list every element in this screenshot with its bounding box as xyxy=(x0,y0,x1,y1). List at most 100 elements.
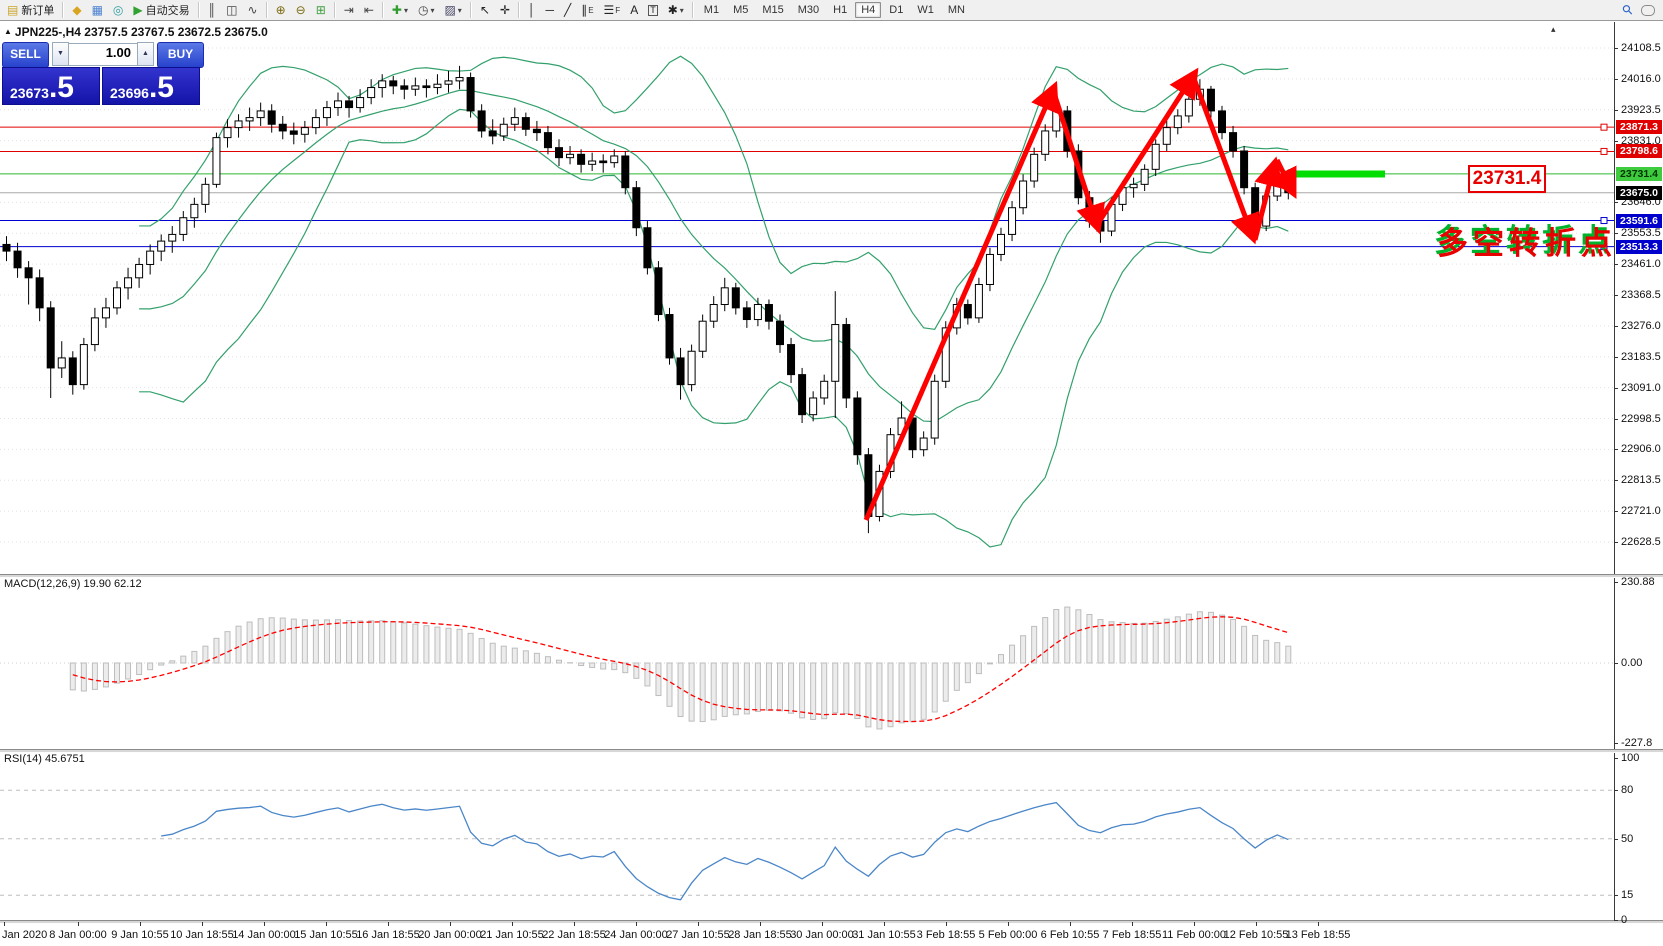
time-axis-label: 11 Feb 00:00 xyxy=(1161,929,1227,941)
price-axis-label: 23276.0 xyxy=(1621,320,1661,332)
toolbar-button-text-label[interactable]: T xyxy=(644,0,662,20)
toolbar-button-signals[interactable]: ◎ xyxy=(109,0,127,20)
toolbar-button-equidistant-channel[interactable]: ∥ E xyxy=(577,0,597,20)
price-callout[interactable]: 23731.4 xyxy=(1468,165,1546,193)
buy-button[interactable]: BUY xyxy=(157,42,204,68)
time-axis-tick xyxy=(202,922,203,926)
rsi-axis-tick xyxy=(1614,839,1618,840)
sell-price-display[interactable]: 23673 .5 xyxy=(2,67,100,105)
toolbar-button-zoom-in[interactable]: ⊕ xyxy=(272,0,290,20)
price-tag-23871.3: 23871.3 xyxy=(1616,120,1662,134)
time-axis-label: 5 Feb 00:00 xyxy=(978,929,1038,941)
rsi-axis-label: 80 xyxy=(1621,784,1634,796)
toolbar-separator xyxy=(691,2,694,18)
toolbar-button-zoom-out[interactable]: ⊖ xyxy=(292,0,310,20)
toolbar-button-fibonacci[interactable]: ☰ F xyxy=(600,0,625,20)
indicators-caret-icon[interactable]: ▾ xyxy=(403,5,408,15)
price-axis-label: 22721.0 xyxy=(1621,505,1661,517)
toolbar-button-market-watch[interactable]: ▦ xyxy=(88,0,107,20)
time-axis-tick xyxy=(264,922,265,926)
volume-input[interactable]: 1.00 xyxy=(69,42,137,66)
time-axis-tick xyxy=(946,922,947,926)
rsi-axis-tick xyxy=(1614,790,1618,791)
macd-axis-tick xyxy=(1614,663,1618,664)
chat-icon[interactable] xyxy=(1641,4,1655,16)
time-axis-tick xyxy=(78,922,79,926)
auto-scroll-icon: ⇥ xyxy=(343,3,354,17)
rsi-label: RSI(14) 45.6751 xyxy=(4,753,85,765)
timeframe-m5[interactable]: M5 xyxy=(733,4,749,16)
timeframe-d1[interactable]: D1 xyxy=(889,4,904,16)
arrows-caret-icon[interactable]: ▾ xyxy=(679,5,684,15)
timeframe-mn[interactable]: MN xyxy=(947,4,965,16)
price-axis-label: 23461.0 xyxy=(1621,258,1661,270)
new-order-icon: ▤ xyxy=(7,3,19,17)
toolbar-button-vertical-line[interactable]: │ xyxy=(524,0,540,20)
price-axis-tick xyxy=(1614,326,1618,327)
templates-caret-icon[interactable]: ▾ xyxy=(457,5,462,15)
toolbar-button-bar-chart[interactable]: ║ xyxy=(204,0,221,20)
timeframe-m15[interactable]: M15 xyxy=(762,4,784,16)
toolbar-button-arrows[interactable]: ✱ ▾ xyxy=(664,0,688,20)
rsi-axis-label: 100 xyxy=(1621,752,1640,764)
toolbar-button-periods[interactable]: ◷ ▾ xyxy=(414,0,439,20)
toolbar-button-auto-scroll[interactable]: ⇥ xyxy=(340,0,358,20)
time-axis-label: 12 Feb 10:55 xyxy=(1223,929,1289,941)
volume-stepper: ▼ 1.00 ▲ xyxy=(52,42,154,66)
chart-corner-icon[interactable]: ▴ xyxy=(1551,24,1556,34)
price-axis-border xyxy=(1614,22,1615,922)
zoom-in-icon: ⊕ xyxy=(275,3,286,17)
timeframe-m1[interactable]: M1 xyxy=(703,4,720,16)
volume-up-button[interactable]: ▲ xyxy=(137,42,154,66)
volume-down-button[interactable]: ▼ xyxy=(52,42,69,66)
equidistant-channel-sub-letter: E xyxy=(588,5,594,15)
buy-price-display[interactable]: 23696 .5 xyxy=(102,67,200,105)
trend-drawings[interactable] xyxy=(863,67,1385,521)
horizontal-lines[interactable] xyxy=(0,123,1614,251)
line-chart-icon: ∿ xyxy=(247,3,258,17)
arrows-icon: ✱ xyxy=(667,3,678,17)
toolbar-button-chart-shift[interactable]: ⇤ xyxy=(360,0,378,20)
buy-price-frac: .5 xyxy=(148,71,174,104)
time-axis-label: 14 Jan 00:00 xyxy=(232,929,296,941)
text-label-icon: T xyxy=(648,4,658,16)
time-axis-tick xyxy=(574,922,575,926)
toolbar-button-candlestick-chart[interactable]: ◫ xyxy=(222,0,241,20)
time-axis-label: 3 Feb 18:55 xyxy=(916,929,976,941)
toolbar-button-trendline[interactable]: ╱ xyxy=(560,0,575,20)
macd-axis-tick xyxy=(1614,582,1618,583)
toolbar-button-line-chart[interactable]: ∿ xyxy=(244,0,262,20)
timeframe-h4[interactable]: H4 xyxy=(855,2,882,18)
market-watch-icon: ▦ xyxy=(91,3,103,17)
toolbar-button-text[interactable]: A xyxy=(626,0,642,20)
time-axis-tick xyxy=(140,922,141,926)
timeframe-m30[interactable]: M30 xyxy=(797,4,820,16)
price-axis-tick xyxy=(1614,480,1618,481)
toolbar-separator xyxy=(333,2,336,18)
toolbar-button-tile-windows[interactable]: ⊞ xyxy=(312,0,330,20)
periods-caret-icon[interactable]: ▾ xyxy=(430,5,435,15)
timeframe-h1[interactable]: H1 xyxy=(833,4,848,16)
new-order-label: 新订单 xyxy=(21,5,55,17)
sell-button[interactable]: SELL xyxy=(2,42,49,68)
toolbar-button-indicators[interactable]: ✚ ▾ xyxy=(388,0,412,20)
panel-separator-rsi[interactable] xyxy=(0,749,1663,753)
price-axis-label: 23183.5 xyxy=(1621,351,1661,363)
toolbar-button-horizontal-line[interactable]: ─ xyxy=(541,0,558,20)
toolbar-button-metaeditor[interactable]: ◆ xyxy=(68,0,85,20)
toolbar-separator xyxy=(469,2,472,18)
cn-annotation[interactable]: 多空转折点 xyxy=(1437,226,1617,261)
panel-separator-macd[interactable] xyxy=(0,574,1663,578)
toolbar-button-cursor[interactable]: ↖ xyxy=(476,0,494,20)
toolbar-button-new-order[interactable]: ▤ 新订单 xyxy=(3,0,58,20)
toolbar-button-templates[interactable]: ▨ ▾ xyxy=(440,0,465,20)
toolbar-button-autotrading[interactable]: ▶ 自动交易 xyxy=(129,0,193,20)
price-axis-tick xyxy=(1614,233,1618,234)
collapse-panel-icon[interactable]: ▲ xyxy=(4,27,12,36)
signals-icon: ◎ xyxy=(112,3,124,17)
timeframe-w1[interactable]: W1 xyxy=(917,4,934,16)
toolbar-separator xyxy=(265,2,268,18)
toolbar-button-crosshair[interactable]: ✛ xyxy=(496,0,514,20)
time-axis-tick xyxy=(4,922,5,926)
